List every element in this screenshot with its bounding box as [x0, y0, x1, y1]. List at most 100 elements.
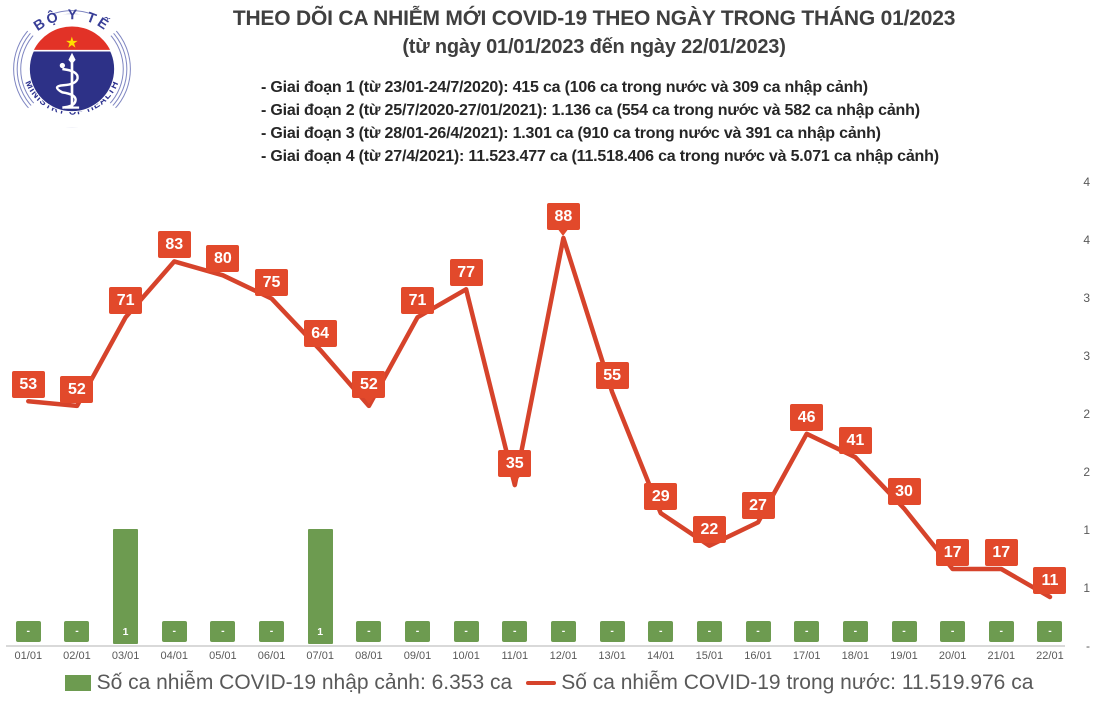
bar-data-label: -: [756, 625, 760, 637]
bar-data-label: -: [804, 625, 809, 637]
right-axis-tick-label: 1: [1083, 581, 1090, 595]
phase-line-3: - Giai đoạn 3 (từ 28/01-26/4/2021): 1.30…: [261, 125, 881, 142]
line-data-label: 27: [741, 492, 775, 520]
line-data-label: 35: [498, 450, 532, 478]
logo-red-cap: [33, 26, 111, 51]
bar-zero-data-label: [891, 621, 917, 642]
x-axis-label: 09/01: [403, 650, 432, 662]
bar-zero-data-label: [1037, 621, 1063, 642]
x-axis-label: 16/01: [744, 650, 772, 662]
bar-zero-data-label: [502, 621, 528, 642]
bar-data-label: -: [513, 625, 517, 637]
bar-zero-data-label: [210, 621, 236, 642]
bar-zero-data-label: [988, 621, 1014, 642]
phase-summary-list: - Giai đoạn 1 (từ 23/01-24/7/2020): 415 …: [261, 76, 939, 168]
line-data-label: 17: [984, 539, 1018, 567]
legend: Số ca nhiễm COVID-19 nhập cảnh: 6.353 ca…: [0, 671, 1098, 695]
line-path: [26, 235, 1053, 600]
x-axis-label: 12/01: [549, 650, 578, 662]
x-axis-label: 01/01: [14, 650, 43, 662]
bar-data-label: -: [221, 625, 225, 637]
bar-zero-data-label: [842, 621, 868, 642]
bar-data-label: -: [999, 625, 1004, 637]
line-data-label: 22: [692, 515, 726, 543]
line-data-label: 29: [644, 483, 678, 511]
bar-zero-data-label: [550, 621, 576, 642]
x-axis-label: 19/01: [890, 650, 918, 662]
right-axis-tick-label: -: [1086, 639, 1090, 653]
legend-label-imported: Số ca nhiễm COVID-19 nhập cảnh: 6.353 ca: [96, 671, 513, 694]
x-axis-label: 20/01: [938, 650, 967, 662]
right-axis-tick-label: 2: [1083, 407, 1090, 421]
x-axis-line: [6, 645, 1065, 647]
bar-zero-data-label: [794, 621, 820, 642]
line-data-label: 41: [838, 427, 872, 455]
bar-zero-data-label: [64, 621, 90, 642]
bar-data-label: -: [415, 625, 420, 637]
right-axis-tick-label: 4: [1083, 175, 1090, 189]
line-data-label: 17: [936, 539, 970, 567]
legend-item-imported: Số ca nhiễm COVID-19 nhập cảnh: 6.353 ca: [64, 671, 513, 695]
bar-data-label: -: [172, 625, 177, 637]
line-data-label: 30: [887, 478, 921, 506]
ministry-of-health-logo: BỘ Y TẾ MINISTRY OF HEALTH ★: [6, 7, 138, 128]
bar-series-swatch-icon: [64, 675, 91, 691]
legend-label-domestic: Số ca nhiễm COVID-19 trong nước: 11.519.…: [561, 671, 1034, 694]
bar-data-label: -: [610, 625, 614, 637]
legend-item-domestic: Số ca nhiễm COVID-19 trong nước: 11.519.…: [526, 671, 1033, 695]
bar-zero-data-label: [599, 621, 625, 642]
right-axis-tick-label: 3: [1083, 349, 1090, 363]
bar-zero-data-label: [161, 621, 187, 642]
right-axis-tick-label: 3: [1083, 291, 1090, 305]
bar-zero-data-label: [356, 621, 382, 642]
line-data-label: 77: [449, 259, 483, 287]
bar-zero-data-label: [453, 621, 479, 642]
bar-data-label: -: [950, 625, 955, 637]
line-data-label: 11: [1033, 567, 1067, 595]
x-axis-label: 06/01: [257, 650, 286, 662]
bar-data-label: 1: [317, 626, 324, 638]
x-axis-label: 18/01: [841, 650, 870, 662]
line-data-label-pointer: [557, 228, 570, 237]
line-data-label: 71: [109, 287, 143, 315]
page-subtitle: (từ ngày 01/01/2023 đến ngày 22/01/2023): [402, 36, 786, 58]
x-axis-label: 02/01: [63, 650, 91, 662]
x-axis-label: 11/01: [501, 650, 529, 662]
right-axis-tick-label: 1: [1083, 523, 1090, 537]
bar-data-label: -: [367, 625, 371, 637]
x-axis-label: 05/01: [209, 650, 237, 662]
line-data-label: 75: [255, 268, 289, 296]
line-data-label-pointer: [362, 395, 375, 404]
bar-data-label: -: [26, 625, 31, 637]
line-data-label: 55: [595, 361, 629, 389]
bar-data-label: -: [464, 625, 468, 637]
line-data-label: 80: [206, 245, 240, 273]
logo-star: ★: [65, 35, 79, 52]
phase-line-4: - Giai đoạn 4 (từ 27/4/2021): 11.523.477…: [261, 148, 939, 165]
bar-zero-data-label: [259, 621, 285, 642]
bar-data-label: -: [1048, 625, 1052, 637]
bar-data-label: -: [707, 625, 712, 637]
bar-data-label: -: [659, 625, 663, 637]
x-axis-label: 13/01: [598, 650, 626, 662]
x-axis-label: 22/01: [1036, 650, 1064, 662]
bar-data-label: -: [269, 625, 274, 637]
x-axis-label: 21/01: [987, 650, 1016, 662]
bar-zero-data-label: [405, 621, 430, 642]
x-axis-label: 03/01: [111, 650, 140, 662]
line-data-label: 52: [352, 370, 386, 398]
bar-data-label: 1: [122, 626, 129, 638]
page-title: THEO DÕI CA NHIỄM MỚI COVID-19 THEO NGÀY…: [232, 7, 956, 30]
line-data-label: 64: [303, 319, 337, 347]
x-axis-label: 17/01: [792, 650, 821, 662]
line-data-label-pointer: [508, 475, 521, 484]
line-data-label: 46: [790, 403, 824, 431]
bar-data-label: -: [561, 625, 566, 637]
bar-zero-data-label: [745, 621, 771, 642]
x-axis-label: 15/01: [695, 650, 724, 662]
phase-line-2: - Giai đoạn 2 (từ 25/7/2020-27/01/2021):…: [261, 102, 920, 119]
right-axis-tick-label: 2: [1083, 465, 1090, 479]
bar-data-label: -: [902, 625, 906, 637]
